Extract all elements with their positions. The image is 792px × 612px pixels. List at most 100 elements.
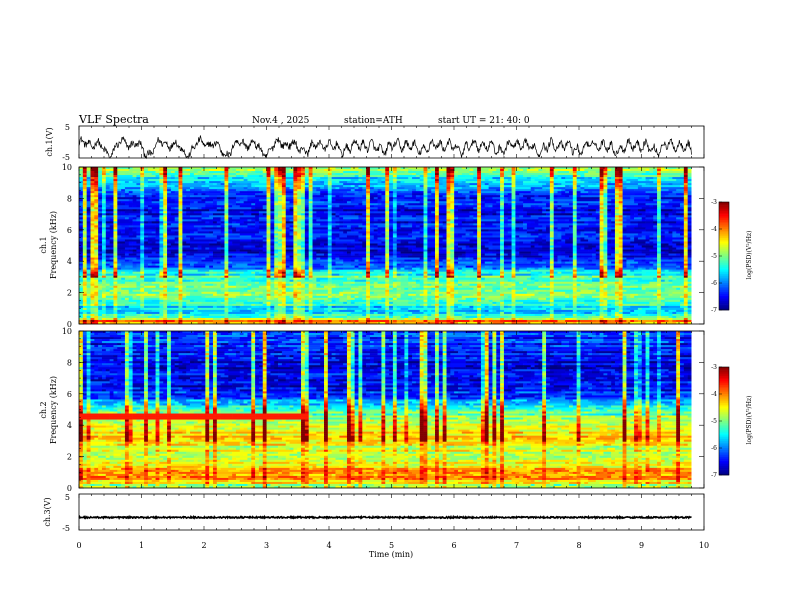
spectrogram-cell [500, 255, 505, 258]
spectrogram-cell [657, 243, 662, 246]
spectrogram-cell [193, 191, 210, 194]
spectrogram-cell [657, 209, 662, 212]
spectrogram-cell [105, 229, 110, 232]
spectrogram-cell [140, 183, 145, 186]
spectrogram-cell [687, 181, 692, 184]
spectrogram-cell [630, 169, 646, 172]
spectrogram-cell [618, 253, 623, 256]
spectrogram-cell [599, 209, 604, 212]
spectrogram-cell [247, 173, 267, 176]
spectrogram-cell [167, 201, 176, 204]
spectrogram-cell [316, 193, 321, 196]
spectrogram-cell [461, 235, 474, 238]
spectrogram-cell [320, 225, 329, 228]
spectrogram-cell [431, 203, 436, 206]
spectrogram-cell [324, 199, 329, 202]
spectrogram-cell [101, 181, 107, 184]
spectrogram-cell [155, 237, 160, 240]
spectrogram-cell [569, 227, 574, 230]
spectrogram-cell [588, 235, 593, 238]
spectrogram-cell [622, 219, 627, 222]
spectrogram-cell [373, 237, 378, 240]
spectrogram-cell [327, 227, 332, 230]
spectrogram-cell [438, 233, 447, 236]
spectrogram-cell [304, 229, 309, 232]
spectrogram-cell [431, 169, 436, 172]
spectrogram-cell [381, 203, 386, 206]
spectrogram-cell [461, 227, 478, 230]
spectrogram-cell [423, 187, 428, 190]
spectrogram-cell [358, 231, 367, 234]
spectrogram-cell [484, 201, 497, 204]
spectrogram-cell [607, 197, 616, 200]
spectrogram-cell [197, 243, 210, 246]
spectrogram-cell [163, 195, 168, 198]
spectrogram-cell [113, 219, 118, 222]
spectrogram-cell [128, 241, 133, 244]
spectrogram-cell [239, 217, 260, 220]
spectrogram-cell [607, 179, 616, 182]
spectrogram-cell [258, 187, 267, 190]
spectrogram-cell [599, 241, 604, 244]
spectrogram-cell [362, 185, 367, 188]
spectrogram-cell [155, 249, 160, 252]
spectrogram-cell [515, 217, 539, 220]
spectrogram-cell [274, 193, 279, 196]
spectrogram-cell [82, 247, 87, 250]
spectrogram-cell [274, 191, 279, 194]
spectrogram-cell [435, 171, 440, 174]
spectrogram-cell [515, 173, 520, 176]
spectrogram-cell [316, 173, 325, 176]
spectrogram-cell [82, 205, 87, 208]
spectrogram-cell [603, 193, 608, 196]
spectrogram-cell [664, 245, 673, 248]
spectrogram-cell [346, 201, 352, 204]
spectrogram-cell [79, 227, 84, 230]
spectrogram-cell [415, 195, 421, 198]
spectrogram-cell [584, 185, 589, 188]
spectrogram-cell [660, 189, 666, 192]
spectrogram-cell [339, 195, 344, 198]
spectrogram-cell [113, 179, 118, 182]
spectrogram-cell [477, 235, 482, 238]
spectrogram-cell [496, 189, 501, 192]
spectrogram-cell [687, 207, 692, 210]
spectrogram-cell [611, 205, 616, 208]
spectrogram-cell [614, 207, 620, 210]
spectrogram-cell [209, 177, 225, 180]
spectrogram-cell [634, 237, 639, 240]
spectrogram-cell [170, 251, 179, 254]
spectrogram-cell [144, 211, 149, 214]
spectrogram-cell [182, 179, 206, 182]
spectrogram-cell [396, 235, 409, 238]
spectrogram-cell [270, 233, 275, 236]
spectrogram-cell [113, 249, 118, 252]
spectrogram-cell [350, 225, 359, 228]
spectrogram-cell [637, 225, 643, 228]
spectrogram-cell [255, 193, 260, 196]
spectrogram-cell [484, 179, 489, 182]
spectrogram-cell [584, 181, 589, 184]
spectrogram-cell [159, 231, 164, 234]
spectrogram-cell [228, 193, 237, 196]
spectrogram-cell [132, 219, 137, 222]
spectrogram-cell [98, 195, 103, 198]
spectrogram-cell [312, 185, 325, 188]
spectrogram-cell [435, 243, 440, 246]
spectrogram-cell [113, 209, 118, 212]
spectrogram-cell [128, 181, 133, 184]
spectrogram-cell [182, 195, 187, 198]
spectrogram-cell [469, 195, 478, 198]
spectrogram-cell [457, 223, 463, 226]
spectrogram-cell [438, 203, 447, 206]
spectrogram-cell [339, 181, 344, 184]
spectrogram-cell [94, 241, 99, 244]
spectrogram-cell [599, 187, 604, 190]
spectrogram-cell [423, 195, 428, 198]
spectrogram-cell [385, 203, 390, 206]
spectrogram-cell [423, 223, 428, 226]
spectrogram-cell [193, 223, 218, 226]
spectrogram-cell [576, 177, 585, 180]
spectrogram-cell [473, 215, 478, 218]
spectrogram-cell [473, 177, 478, 180]
